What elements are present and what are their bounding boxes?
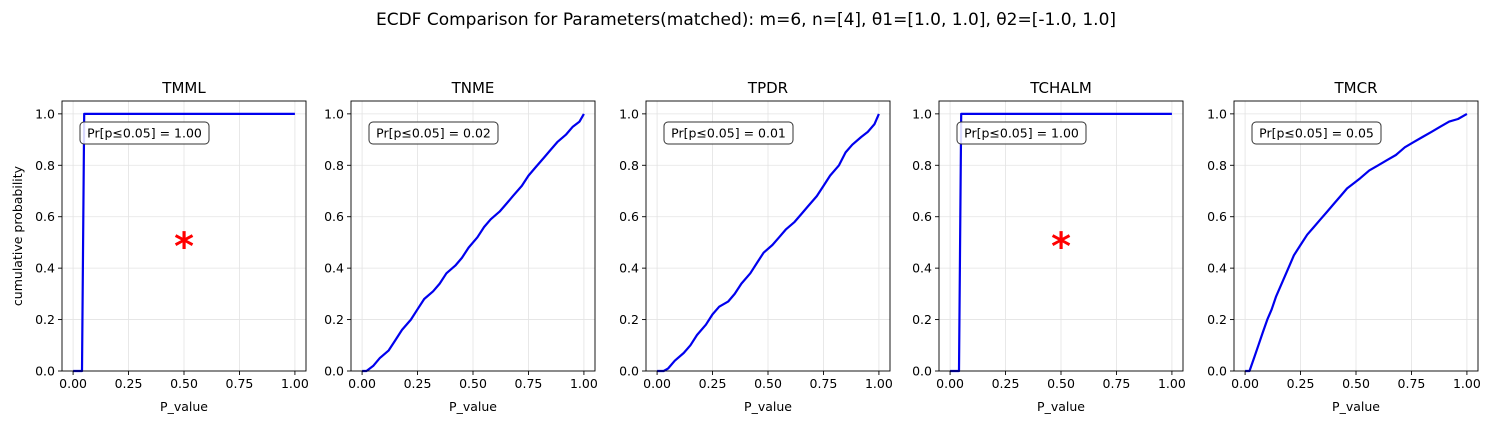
y-tick-label: 0.8 xyxy=(324,158,344,173)
y-tick-label: 0.8 xyxy=(1207,158,1227,173)
annotation-text: Pr[p≤0.05] = 1.00 xyxy=(964,126,1079,141)
y-tick-label: 0.0 xyxy=(912,364,932,379)
y-tick-label: 0.2 xyxy=(324,312,344,327)
annotation-box xyxy=(368,121,499,145)
subplots: * 0.00 0.25 0.50 0.75 1.00 0.0 0.2 0.4 0.6 0.8 1.0 T… xyxy=(10,79,1481,414)
red-star-marker: * xyxy=(174,224,194,268)
y-tick-label: 0.6 xyxy=(619,209,639,224)
annotation-text: Pr[p≤0.05] = 0.05 xyxy=(1259,126,1374,141)
ecdf-line xyxy=(362,113,585,373)
y-tick-label: 0.6 xyxy=(912,209,932,224)
y-tick-label: 0.0 xyxy=(35,364,55,379)
y-tick-label: 1.0 xyxy=(619,106,639,121)
subplot-tmml: * 0.00 0.25 0.50 0.75 1.00 0.0 0.2 0.4 0.6 0.8 1.0 T… xyxy=(10,79,309,414)
annotation-text: Pr[p≤0.05] = 0.01 xyxy=(671,126,786,141)
x-axis-label: P_value xyxy=(1332,399,1380,414)
y-tick-label: 0.0 xyxy=(619,364,639,379)
y-tick-label: 1.0 xyxy=(912,106,932,121)
y-tick-label: 0.2 xyxy=(619,312,639,327)
x-tick-label: 0.25 xyxy=(404,376,432,391)
x-axis-label: P_value xyxy=(1037,399,1085,414)
ecdf-line xyxy=(1245,112,1468,373)
x-tick-label: 0.00 xyxy=(348,376,376,391)
x-tick-label: 0.00 xyxy=(643,376,671,391)
subplot-tpdr: 0.00 0.25 0.50 0.75 1.00 0.0 0.2 0.4 0.6 0.8 1.0 TP… xyxy=(619,79,893,414)
subplot-tmcr: 0.00 0.25 0.50 0.75 1.00 0.0 0.2 0.4 0.6 0.8 1.0 TM… xyxy=(1207,79,1481,414)
subplot-title: TCHALM xyxy=(1029,79,1092,97)
y-tick-label: 1.0 xyxy=(35,106,55,121)
y-tick-label: 0.0 xyxy=(1207,364,1227,379)
figure-title: ECDF Comparison for Parameters(matched):… xyxy=(376,10,1116,30)
x-tick-label: 0.50 xyxy=(1342,376,1370,391)
y-tick-label: 0.6 xyxy=(35,209,55,224)
x-tick-label: 0.25 xyxy=(992,376,1020,391)
subplot-tchalm: * 0.00 0.25 0.50 0.75 1.00 0.0 0.2 0.4 0.6 0.8 1.0 T… xyxy=(912,79,1186,414)
annotation-box xyxy=(79,121,210,145)
x-tick-label: 0.50 xyxy=(170,376,198,391)
annotation-box xyxy=(663,121,794,145)
x-tick-label: 0.75 xyxy=(226,376,254,391)
subplot-tnme: 0.00 0.25 0.50 0.75 1.00 0.0 0.2 0.4 0.6 0.8 1.0 TN… xyxy=(324,79,598,414)
x-tick-label: 1.00 xyxy=(1158,376,1186,391)
x-tick-label: 0.25 xyxy=(115,376,143,391)
annotation-box xyxy=(956,121,1087,145)
subplot-title: TNME xyxy=(451,79,495,97)
annotation-text: Pr[p≤0.05] = 1.00 xyxy=(87,126,202,141)
x-axis-label: P_value xyxy=(744,399,792,414)
y-tick-label: 0.8 xyxy=(912,158,932,173)
subplot-title: TPDR xyxy=(747,79,788,97)
y-axis-label: cumulative probability xyxy=(10,165,25,306)
y-tick-label: 0.4 xyxy=(619,261,639,276)
y-tick-label: 0.4 xyxy=(1207,261,1227,276)
y-tick-label: 0.0 xyxy=(324,364,344,379)
x-tick-label: 1.00 xyxy=(570,376,598,391)
x-tick-label: 0.50 xyxy=(754,376,782,391)
x-tick-label: 0.00 xyxy=(1231,376,1259,391)
x-tick-label: 0.75 xyxy=(1398,376,1426,391)
x-tick-label: 0.75 xyxy=(515,376,543,391)
x-tick-label: 1.00 xyxy=(281,376,309,391)
x-tick-label: 0.00 xyxy=(936,376,964,391)
y-tick-label: 1.0 xyxy=(324,106,344,121)
y-tick-label: 0.8 xyxy=(619,158,639,173)
y-tick-label: 0.4 xyxy=(912,261,932,276)
x-axis-label: P_value xyxy=(449,399,497,414)
x-tick-label: 0.25 xyxy=(699,376,727,391)
y-tick-label: 0.2 xyxy=(35,312,55,327)
red-star-marker: * xyxy=(1051,224,1071,268)
ecdf-line xyxy=(657,113,880,373)
y-tick-label: 0.6 xyxy=(1207,209,1227,224)
x-tick-label: 0.75 xyxy=(810,376,838,391)
x-tick-label: 1.00 xyxy=(1453,376,1481,391)
y-tick-label: 1.0 xyxy=(1207,106,1227,121)
x-tick-label: 0.50 xyxy=(1047,376,1075,391)
y-tick-label: 0.2 xyxy=(912,312,932,327)
x-tick-label: 0.75 xyxy=(1103,376,1131,391)
x-tick-label: 0.00 xyxy=(59,376,87,391)
y-tick-label: 0.6 xyxy=(324,209,344,224)
x-tick-label: 1.00 xyxy=(865,376,893,391)
annotation-text: Pr[p≤0.05] = 0.02 xyxy=(376,126,491,141)
annotation-box xyxy=(1251,121,1382,145)
x-tick-label: 0.50 xyxy=(459,376,487,391)
y-tick-label: 0.4 xyxy=(324,261,344,276)
subplot-title: TMCR xyxy=(1333,79,1377,97)
y-tick-label: 0.2 xyxy=(1207,312,1227,327)
x-tick-label: 0.25 xyxy=(1287,376,1315,391)
x-axis-label: P_value xyxy=(160,399,208,414)
subplot-title: TMML xyxy=(161,79,206,97)
y-tick-label: 0.8 xyxy=(35,158,55,173)
y-tick-label: 0.4 xyxy=(35,261,55,276)
